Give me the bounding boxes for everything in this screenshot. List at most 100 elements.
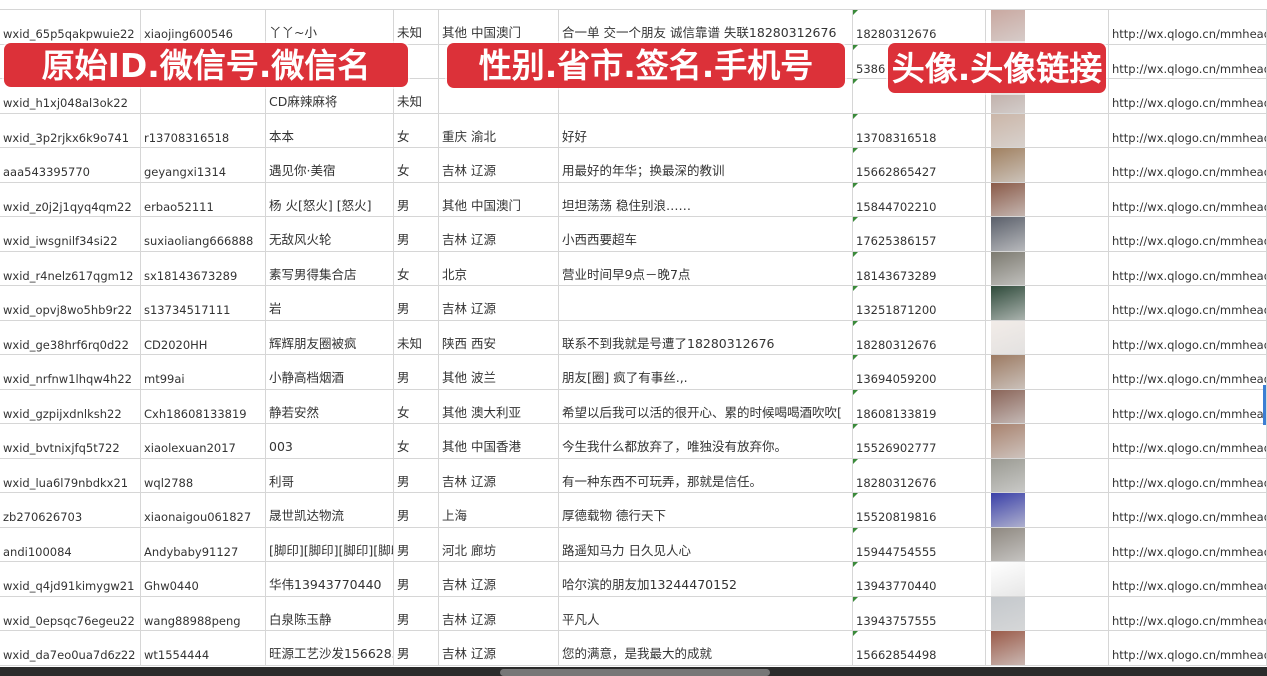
cell-gender[interactable]: 男	[394, 527, 439, 561]
cell-region[interactable]: 北京	[439, 251, 559, 285]
cell-avatar-link[interactable]: http://wx.qlogo.cn/mmhead	[1109, 631, 1267, 665]
cell-wechat-name[interactable]: 岩	[266, 286, 394, 320]
cell-signature[interactable]	[559, 79, 853, 113]
cell-gender[interactable]: 女	[394, 251, 439, 285]
cell-wechat-name[interactable]: 杨 火[怒火] [怒火]	[266, 182, 394, 216]
cell-avatar[interactable]	[986, 631, 1109, 665]
cell-avatar[interactable]	[986, 113, 1109, 147]
cell-region[interactable]: 其他 中国澳门	[439, 182, 559, 216]
cell-region[interactable]: 吉林 辽源	[439, 458, 559, 492]
cell-avatar-link[interactable]: http://wx.qlogo.cn/mmhead	[1109, 562, 1267, 596]
cell-avatar-link[interactable]: http://wx.qlogo.cn/mmhead	[1109, 79, 1267, 113]
cell-wechat-id[interactable]: mt99ai	[141, 355, 266, 389]
cell-gender[interactable]: 男	[394, 458, 439, 492]
cell-avatar-link[interactable]: http://wx.qlogo.cn/mmhead	[1109, 424, 1267, 458]
cell-wechat-name[interactable]: CD麻辣麻将	[266, 79, 394, 113]
cell-signature[interactable]: 希望以后我可以活的很开心、累的时候喝喝酒吹吹[	[559, 389, 853, 423]
cell-wechat-id[interactable]: suxiaoliang666888	[141, 217, 266, 251]
cell-signature[interactable]: 合一单 交一个朋友 诚信靠谱 失联18280312676	[559, 10, 853, 44]
cell-original-id[interactable]: wxid_r4nelz617qgm12	[0, 251, 141, 285]
cell-avatar-link[interactable]: http://wx.qlogo.cn/mmhead	[1109, 286, 1267, 320]
cell-gender[interactable]: 女	[394, 113, 439, 147]
cell-wechat-id[interactable]: xiaonaigou061827	[141, 493, 266, 527]
cell-signature[interactable]: 哈尔滨的朋友加13244470152	[559, 562, 853, 596]
cell-avatar[interactable]	[986, 286, 1109, 320]
cell-phone[interactable]: 15662854498	[853, 631, 986, 665]
cell-signature[interactable]: 厚德载物 德行天下	[559, 493, 853, 527]
cell-wechat-name[interactable]: 辉辉朋友圈被疯	[266, 320, 394, 354]
cell-original-id[interactable]: wxid_bvtnixjfq5t722	[0, 424, 141, 458]
cell-avatar-link[interactable]: http://wx.qlogo.cn/mmhead	[1109, 527, 1267, 561]
cell-avatar[interactable]	[986, 424, 1109, 458]
cell-wechat-id[interactable]: sx18143673289	[141, 251, 266, 285]
cell-original-id[interactable]: wxid_ge38hrf6rq0d22	[0, 320, 141, 354]
cell-wechat-id[interactable]: wang88988peng	[141, 596, 266, 630]
cell-wechat-id[interactable]: Cxh18608133819	[141, 389, 266, 423]
cell-gender[interactable]: 女	[394, 424, 439, 458]
cell-gender[interactable]: 未知	[394, 10, 439, 44]
cell-signature[interactable]	[559, 44, 853, 78]
cell-phone[interactable]: 13943757555	[853, 596, 986, 630]
cell-signature[interactable]: 营业时间早9点－晚7点	[559, 251, 853, 285]
cell-avatar-link[interactable]: http://wx.qlogo.cn/mmhead	[1109, 389, 1267, 423]
cell-wechat-id[interactable]: erbao52111	[141, 182, 266, 216]
cell-region[interactable]: 吉林 辽源	[439, 217, 559, 251]
cell-original-id[interactable]: wxid_opvj8wo5hb9r22	[0, 286, 141, 320]
cell-region[interactable]: 吉林 辽源	[439, 631, 559, 665]
cell-original-id[interactable]: wxid_z0j2j1qyq4qm22	[0, 182, 141, 216]
cell-region[interactable]: 吉林 辽源	[439, 596, 559, 630]
cell-gender[interactable]: 女	[394, 389, 439, 423]
cell-signature[interactable]: 朋友[圈] 疯了有事丝.,.	[559, 355, 853, 389]
cell-original-id[interactable]: wxid_h1xj048al3ok22	[0, 79, 141, 113]
cell-avatar-link[interactable]: http://wx.qlogo.cn/mmhead	[1109, 44, 1267, 78]
cell-avatar-link[interactable]: http://wx.qlogo.cn/mmhead	[1109, 251, 1267, 285]
cell-gender[interactable]: 未知	[394, 79, 439, 113]
cell-region[interactable]	[439, 79, 559, 113]
cell-avatar-link[interactable]: http://wx.qlogo.cn/mmhead	[1109, 493, 1267, 527]
cell-signature[interactable]: 路遥知马力 日久见人心	[559, 527, 853, 561]
cell-avatar-link[interactable]: http://wx.qlogo.cn/mmhead	[1109, 182, 1267, 216]
cell-gender[interactable]	[394, 44, 439, 78]
cell-avatar[interactable]	[986, 562, 1109, 596]
cell-region[interactable]: 其他 中国澳门	[439, 10, 559, 44]
cell-wechat-name[interactable]: 本本	[266, 113, 394, 147]
cell-wechat-name[interactable]: 无敌风火轮	[266, 217, 394, 251]
cell-wechat-id[interactable]: CD2020HH	[141, 320, 266, 354]
cell-gender[interactable]: 男	[394, 286, 439, 320]
cell-avatar[interactable]	[986, 10, 1109, 44]
cell-original-id[interactable]: wxid_iwsgnilf34si22	[0, 217, 141, 251]
cell-gender[interactable]: 男	[394, 182, 439, 216]
cell-region[interactable]: 河北 廊坊	[439, 527, 559, 561]
cell-original-id[interactable]: zb270626703	[0, 493, 141, 527]
cell-avatar[interactable]	[986, 217, 1109, 251]
cell-wechat-name[interactable]: 003	[266, 424, 394, 458]
cell-region[interactable]: 吉林 辽源	[439, 286, 559, 320]
cell-original-id[interactable]: wxid_lua6l79nbdkx21	[0, 458, 141, 492]
cell-wechat-name[interactable]: 素写男得集合店	[266, 251, 394, 285]
cell-avatar[interactable]	[986, 148, 1109, 182]
cell-avatar-link[interactable]: http://wx.qlogo.cn/mmhead	[1109, 217, 1267, 251]
cell-gender[interactable]: 未知	[394, 320, 439, 354]
cell-phone[interactable]: 15662865427	[853, 148, 986, 182]
cell-avatar-link[interactable]: http://wx.qlogo.cn/mmhead	[1109, 10, 1267, 44]
cell-gender[interactable]: 男	[394, 562, 439, 596]
cell-signature[interactable]: 小西西要超车	[559, 217, 853, 251]
cell-phone[interactable]: 15520819816	[853, 493, 986, 527]
cell-wechat-name[interactable]: 旺源工艺沙发15662854	[266, 631, 394, 665]
cell-original-id[interactable]: andi100084	[0, 527, 141, 561]
cell-original-id[interactable]: wxid_0epsqc76egeu22	[0, 596, 141, 630]
cell-wechat-name[interactable]: 华伟13943770440	[266, 562, 394, 596]
cell-original-id[interactable]: wxid_65p5qakpwuie22	[0, 10, 141, 44]
cell-wechat-id[interactable]: xiaolexuan2017	[141, 424, 266, 458]
cell-avatar-link[interactable]: http://wx.qlogo.cn/mmhead	[1109, 355, 1267, 389]
cell-phone[interactable]: 18143673289	[853, 251, 986, 285]
cell-avatar[interactable]	[986, 389, 1109, 423]
cell-phone[interactable]: 13943770440	[853, 562, 986, 596]
cell-avatar[interactable]	[986, 527, 1109, 561]
cell-signature[interactable]: 有一种东西不可玩弄，那就是信任。	[559, 458, 853, 492]
cell-phone[interactable]: 13251871200	[853, 286, 986, 320]
cell-region[interactable]: 吉林 辽源	[439, 562, 559, 596]
cell-phone[interactable]: 17625386157	[853, 217, 986, 251]
cell-phone[interactable]: 15844702210	[853, 182, 986, 216]
cell-region[interactable]: 其他 中国香港	[439, 424, 559, 458]
